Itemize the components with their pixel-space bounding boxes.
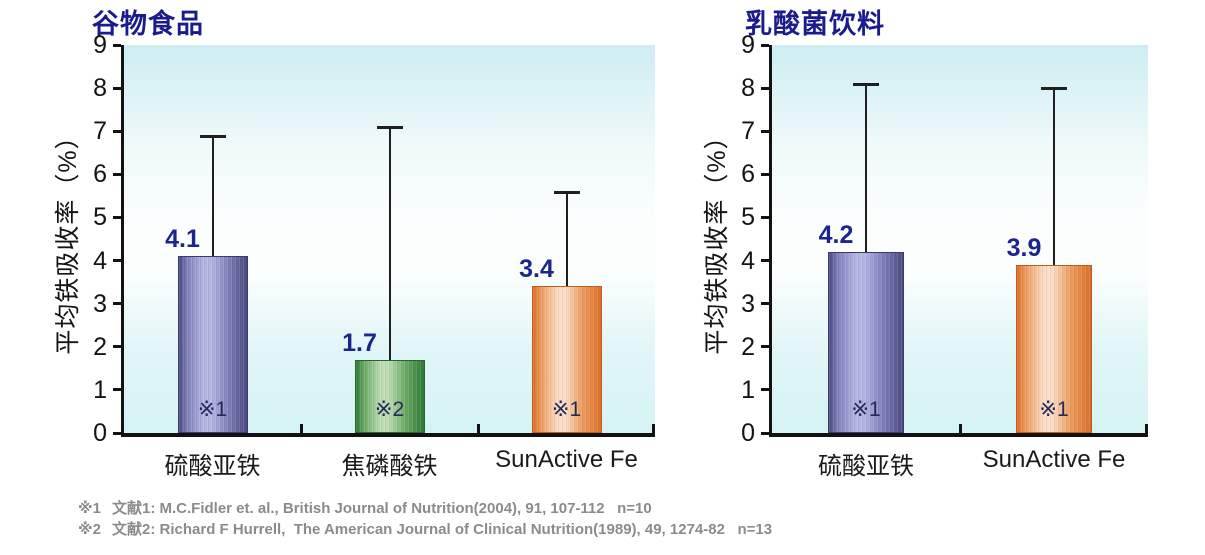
value-label: 3.9 [1006, 233, 1042, 262]
category-label: 焦磷酸铁 [341, 453, 438, 480]
x-tick [299, 424, 303, 433]
y-tick [761, 302, 769, 306]
y-tick [113, 172, 121, 176]
footnote-2: ※2 文献2: Richard F Hurrell, The American J… [78, 519, 772, 540]
x-tick [1145, 424, 1148, 433]
error-bar [1053, 88, 1055, 267]
y-tick-label: 5 [93, 203, 107, 232]
bar-note: ※2 [374, 398, 405, 421]
y-tick [761, 172, 769, 176]
x-tick [652, 424, 655, 433]
y-tick-label: 6 [741, 160, 755, 189]
y-tick-label: 1 [93, 375, 107, 404]
footnote-1: ※1 文献1: M.C.Fidler et. al., British Journ… [78, 498, 772, 519]
y-tick-label: 0 [93, 419, 107, 447]
y-tick-label: 5 [741, 203, 755, 232]
y-tick-label: 8 [741, 74, 755, 103]
error-bar [211, 135, 214, 259]
y-tick [761, 86, 769, 90]
y-tick [113, 302, 121, 306]
y-tick-label: 9 [93, 31, 107, 59]
y-tick [113, 431, 121, 435]
category-label: SunActive Fe [982, 446, 1126, 473]
bar-note: ※1 [851, 398, 881, 421]
y-tick [113, 215, 121, 219]
x-axis [121, 433, 655, 437]
y-tick-label: 0 [741, 419, 755, 447]
y-tick-label: 9 [741, 31, 755, 59]
y-tick-label: 8 [93, 74, 107, 103]
value-label: 1.7 [342, 328, 377, 357]
y-tick-label: 6 [93, 160, 107, 189]
category-label: 硫酸亚铁 [164, 453, 261, 480]
footnote-marker: ※1 [78, 500, 101, 517]
bar-note: ※1 [197, 398, 228, 421]
y-tick-label: 2 [741, 332, 755, 361]
y-tick [761, 43, 769, 47]
footnotes: ※1 文献1: M.C.Fidler et. al., British Journ… [78, 498, 772, 540]
bar [828, 251, 904, 433]
y-tick [113, 129, 121, 133]
value-label: 4.1 [165, 225, 200, 254]
bar-note: ※1 [551, 398, 582, 421]
y-tick [761, 345, 769, 349]
y-tick-label: 1 [741, 375, 755, 404]
y-tick [113, 259, 121, 263]
bar-note: ※1 [1039, 398, 1069, 421]
y-tick [113, 86, 121, 90]
footnote-text: 文献2: Richard F Hurrell, The American Jou… [112, 521, 773, 538]
error-bar-cap [1041, 87, 1067, 91]
y-tick [113, 388, 121, 392]
y-tick [761, 259, 769, 263]
y-tick [761, 431, 769, 435]
error-bar [565, 191, 568, 289]
category-label: SunActive Fe [495, 446, 638, 473]
value-label: 4.2 [818, 220, 854, 249]
bar [531, 286, 602, 433]
y-axis-title: 平均铁吸收率（%） [703, 123, 731, 355]
y-tick-label: 4 [741, 246, 755, 275]
y-axis [769, 45, 772, 437]
y-tick-label: 2 [93, 332, 107, 361]
error-bar [865, 83, 867, 254]
y-tick [113, 43, 121, 47]
value-label: 3.4 [519, 255, 554, 284]
chart-title: 乳酸菌饮料 [745, 9, 885, 39]
chart-title: 谷物食品 [92, 9, 204, 39]
y-tick-label: 3 [741, 289, 755, 318]
error-bar-cap [853, 82, 879, 86]
error-bar [388, 126, 391, 362]
error-bar-cap [376, 125, 403, 129]
x-axis [769, 433, 1148, 437]
error-bar-cap [199, 134, 226, 138]
footnote-marker: ※2 [78, 521, 101, 538]
y-tick-label: 7 [93, 117, 107, 146]
y-tick-label: 7 [741, 117, 755, 146]
y-tick [113, 345, 121, 349]
x-tick [958, 424, 962, 433]
y-tick [761, 215, 769, 219]
bar [354, 359, 425, 433]
y-tick [761, 129, 769, 133]
x-tick [476, 424, 480, 433]
y-tick-label: 4 [93, 246, 107, 275]
y-tick [761, 388, 769, 392]
error-bar-cap [553, 190, 580, 194]
bar [177, 256, 248, 433]
category-label: 硫酸亚铁 [818, 453, 914, 480]
footnote-text: 文献1: M.C.Fidler et. al., British Journal… [112, 500, 652, 517]
y-axis [121, 45, 124, 437]
bar [1016, 264, 1092, 433]
y-tick-label: 3 [93, 289, 107, 318]
